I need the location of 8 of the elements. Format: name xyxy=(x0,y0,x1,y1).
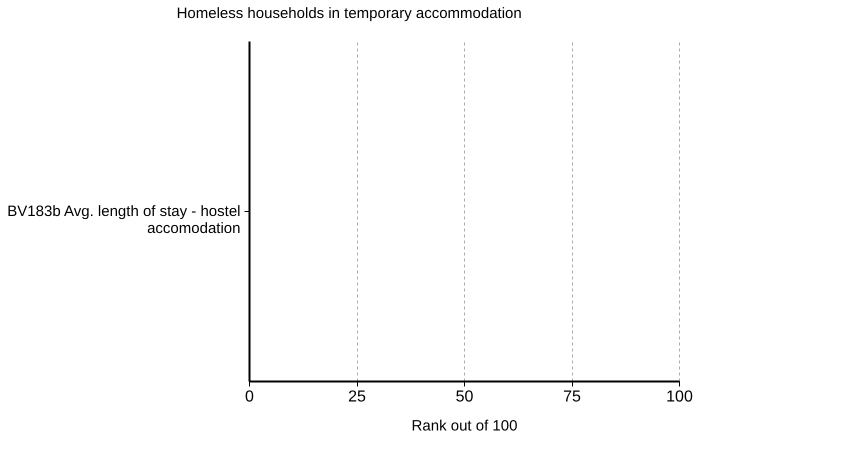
x-tick-label: 100 xyxy=(666,388,693,406)
x-axis-title: Rank out of 100 xyxy=(412,418,518,434)
chart-title: Homeless households in temporary accommodation xyxy=(176,5,522,22)
x-tick-label: 75 xyxy=(563,388,581,406)
x-tick-label: 0 xyxy=(245,388,254,406)
x-tick-label: 50 xyxy=(456,388,474,406)
y-tick-label: BV183b Avg. length of stay - hostel accomodation xyxy=(7,203,240,237)
x-tick-label: 25 xyxy=(348,388,366,406)
